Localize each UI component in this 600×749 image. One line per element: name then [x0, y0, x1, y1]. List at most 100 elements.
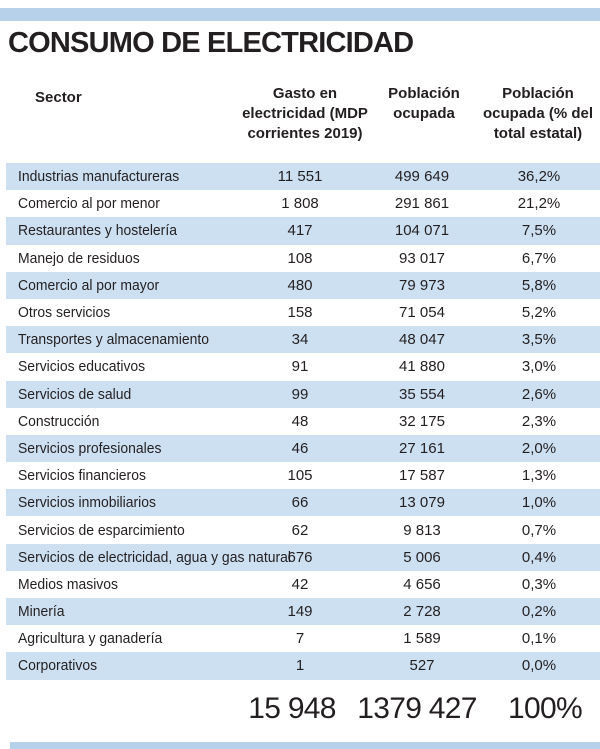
cell-sector: Servicios educativos — [18, 358, 146, 376]
table-row: Comercio al por menor 1 808 291 861 21,2… — [6, 190, 600, 217]
cell-pct: 0,4% — [521, 548, 557, 566]
cell-poblacion: 9 813 — [403, 521, 441, 539]
cell-gasto: 34 — [291, 331, 309, 349]
total-pct: 100% — [508, 692, 583, 725]
col-header-sector: Sector — [35, 89, 82, 106]
table-row: Comercio al por mayor 480 79 973 5,8% — [6, 271, 600, 299]
cell-gasto: 417 — [287, 222, 313, 240]
cell-poblacion: 79 973 — [399, 276, 445, 294]
cell-pct: 2,3% — [521, 412, 557, 430]
cell-gasto: 48 — [291, 412, 309, 430]
cell-sector: Agricultura y ganadería — [18, 630, 163, 648]
cell-poblacion: 27 161 — [399, 439, 445, 457]
bottom-accent-bar — [10, 742, 600, 749]
cell-gasto: 66 — [291, 494, 309, 512]
col-header-pct-line: ocupada (% del — [482, 105, 594, 122]
cell-pct: 2,0% — [521, 439, 557, 457]
cell-sector: Servicios de esparcimiento — [18, 521, 185, 539]
table-row: Servicios financieros 105 17 587 1,3% — [6, 462, 600, 489]
cell-pct: 6,7% — [521, 249, 557, 267]
table-row: Restaurantes y hostelería 417 104 071 7,… — [6, 217, 600, 245]
cell-gasto: 149 — [287, 603, 313, 621]
cell-poblacion: 71 054 — [399, 304, 445, 322]
cell-poblacion: 93 017 — [399, 249, 445, 267]
cell-poblacion: 2 728 — [403, 603, 441, 621]
cell-sector: Comercio al por menor — [18, 195, 160, 213]
cell-pct: 1,0% — [521, 494, 557, 512]
cell-sector: Construcción — [18, 412, 100, 430]
cell-sector: Industrias manufactureras — [18, 168, 180, 186]
table-row: Corporativos 1 527 0,0% — [6, 652, 600, 680]
table-row: Construcción 48 32 175 2,3% — [6, 408, 600, 435]
cell-poblacion: 4 656 — [403, 575, 441, 593]
cell-gasto: 676 — [287, 548, 313, 566]
total-gasto: 15 948 — [248, 692, 336, 725]
cell-sector: Corporativos — [18, 657, 98, 675]
cell-poblacion: 527 — [409, 657, 435, 675]
cell-pct: 0,7% — [521, 521, 557, 539]
cell-sector: Otros servicios — [18, 304, 111, 322]
cell-pct: 21,2% — [517, 195, 561, 213]
cell-pct: 0,2% — [521, 603, 557, 621]
cell-poblacion: 499 649 — [394, 168, 450, 186]
table-row: Servicios de salud 99 35 554 2,6% — [6, 380, 600, 408]
cell-pct: 36,2% — [517, 168, 561, 186]
cell-poblacion: 291 861 — [394, 195, 450, 213]
col-header-gasto-line: corrientes 2019) — [247, 125, 363, 142]
table-row: Servicios profesionales 46 27 161 2,0% — [6, 434, 600, 463]
table-row: Servicios inmobiliarios 66 13 079 1,0% — [6, 489, 600, 517]
cell-pct: 1,3% — [521, 467, 557, 485]
cell-poblacion: 41 880 — [399, 358, 445, 376]
totals-row: 15 948 1379 427 100% — [0, 692, 600, 726]
cell-poblacion: 5 006 — [403, 548, 441, 566]
col-header-poblacion: Población ocupada — [364, 84, 484, 124]
cell-pct: 0,1% — [521, 630, 557, 648]
cell-sector: Comercio al por mayor — [18, 276, 160, 294]
cell-gasto: 62 — [291, 521, 309, 539]
cell-gasto: 158 — [287, 304, 313, 322]
cell-gasto: 108 — [287, 249, 313, 267]
col-header-pct: Población ocupada (% del total estatal) — [476, 84, 600, 144]
table-header: Sector Gasto en electricidad (MDP corrie… — [0, 84, 600, 154]
cell-sector: Manejo de residuos — [18, 249, 140, 267]
table-row: Servicios de electricidad, agua y gas na… — [6, 543, 600, 571]
table-row: Industrias manufactureras 11 551 499 649… — [6, 163, 600, 191]
cell-sector: Servicios inmobiliarios — [18, 494, 157, 512]
cell-poblacion: 32 175 — [399, 412, 445, 430]
cell-gasto: 1 — [295, 657, 305, 675]
cell-poblacion: 1 589 — [403, 630, 441, 648]
cell-sector: Servicios financieros — [18, 467, 146, 485]
cell-poblacion: 13 079 — [399, 494, 445, 512]
cell-sector: Servicios de electricidad, agua y gas na… — [18, 548, 291, 566]
cell-gasto: 46 — [291, 439, 309, 457]
cell-sector: Servicios profesionales — [18, 439, 162, 457]
col-header-pct-line: Población — [502, 85, 574, 102]
col-header-gasto-line: electricidad (MDP — [242, 105, 368, 122]
cell-sector: Restaurantes y hostelería — [18, 222, 177, 240]
col-header-pct-line: total estatal) — [493, 125, 583, 142]
cell-pct: 0,3% — [521, 575, 557, 593]
table-row: Medios masivos 42 4 656 0,3% — [6, 571, 600, 598]
cell-sector: Servicios de salud — [18, 385, 132, 403]
col-header-poblacion-line: ocupada — [393, 105, 455, 122]
cell-sector: Minería — [18, 603, 65, 621]
cell-pct: 3,5% — [521, 331, 557, 349]
table-row: Transportes y almacenamiento 34 48 047 3… — [6, 326, 600, 354]
cell-gasto: 480 — [287, 276, 313, 294]
table-body: Industrias manufactureras 11 551 499 649… — [6, 163, 600, 680]
cell-poblacion: 104 071 — [394, 222, 450, 240]
cell-poblacion: 35 554 — [399, 385, 445, 403]
col-header-gasto: Gasto en electricidad (MDP corrientes 20… — [238, 84, 372, 144]
table-row: Otros servicios 158 71 054 5,2% — [6, 299, 600, 326]
cell-poblacion: 48 047 — [399, 331, 445, 349]
cell-pct: 3,0% — [521, 358, 557, 376]
cell-sector: Transportes y almacenamiento — [18, 331, 209, 349]
cell-gasto: 1 808 — [281, 195, 319, 213]
cell-pct: 5,8% — [521, 276, 557, 294]
cell-gasto: 99 — [291, 385, 309, 403]
table-row: Minería 149 2 728 0,2% — [6, 598, 600, 626]
table-row: Servicios educativos 91 41 880 3,0% — [6, 353, 600, 380]
cell-pct: 7,5% — [521, 222, 557, 240]
cell-gasto: 105 — [287, 467, 313, 485]
